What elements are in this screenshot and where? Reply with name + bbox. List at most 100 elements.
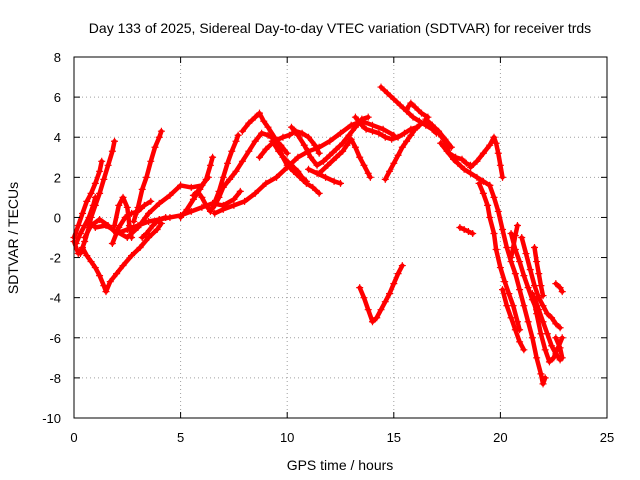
series-line (257, 128, 322, 160)
plus-point (486, 181, 494, 189)
plus-point (490, 193, 498, 201)
series-line (519, 235, 563, 331)
plus-point (409, 113, 417, 121)
plus-point (552, 320, 560, 328)
plus-point (230, 201, 238, 209)
plus-point (128, 234, 136, 241)
series-line (191, 130, 290, 214)
plus-point (74, 221, 82, 229)
plus-point (550, 354, 558, 362)
plus-point (531, 244, 539, 252)
plus-point (533, 310, 541, 318)
plus-point (302, 177, 310, 185)
plus-point (343, 141, 351, 149)
plus-point (255, 109, 263, 117)
plus-point (499, 225, 507, 233)
plus-point (155, 133, 163, 141)
plus-point (98, 157, 106, 165)
plus-point (332, 153, 340, 161)
plus-point (108, 240, 116, 248)
plus-point (347, 135, 355, 143)
plus-point (294, 167, 302, 175)
plus-point (307, 153, 315, 161)
plus-point (373, 314, 381, 322)
plus-point (345, 131, 353, 139)
plus-point (375, 129, 383, 137)
plus-point (96, 167, 104, 175)
series-arc-37 (531, 244, 547, 300)
plus-point (443, 147, 451, 155)
plus-point (543, 310, 551, 318)
plus-point (552, 280, 560, 288)
plus-point (511, 326, 519, 334)
series-arc-39 (552, 280, 566, 296)
plus-point (309, 183, 317, 191)
plus-point (368, 121, 376, 129)
plus-point (507, 254, 515, 262)
plus-point (149, 221, 157, 229)
plus-point (541, 374, 549, 382)
series-arc-13 (209, 131, 242, 211)
plus-point (437, 139, 445, 147)
plus-point (407, 131, 415, 139)
plus-point (351, 123, 359, 131)
plus-point (91, 179, 99, 187)
plus-point (368, 127, 376, 135)
plus-point (285, 131, 293, 139)
plus-point (484, 201, 492, 209)
plus-point (76, 250, 84, 258)
plus-point (104, 161, 112, 169)
plus-point (87, 221, 95, 229)
plus-point (398, 143, 406, 151)
plus-point (145, 209, 153, 217)
plus-point (490, 229, 498, 237)
plus-point (202, 201, 210, 209)
y-tick-label: -2 (49, 251, 61, 266)
y-tick-label: 2 (54, 170, 61, 185)
plus-point (241, 197, 249, 205)
plus-point (377, 83, 385, 91)
y-tick-label: -10 (42, 411, 61, 426)
plus-point (287, 123, 295, 131)
series-arc-6 (91, 173, 212, 241)
series-arc-7 (111, 193, 136, 241)
plus-point (187, 207, 195, 215)
plus-point (108, 147, 116, 155)
plus-point (87, 258, 95, 266)
plus-point (548, 342, 556, 350)
plus-point (520, 272, 528, 280)
plus-point (494, 149, 502, 157)
plus-point (462, 159, 470, 167)
plus-point (125, 221, 133, 229)
plus-point (522, 250, 530, 258)
plus-point (377, 306, 385, 314)
x-tick-label: 5 (177, 430, 184, 445)
chart-title: Day 133 of 2025, Sidereal Day-to-day VTE… (89, 20, 591, 36)
plus-point (520, 346, 528, 354)
plus-point (91, 223, 99, 231)
plus-point (236, 187, 244, 195)
series-arc-17 (268, 137, 310, 185)
plus-point (183, 205, 191, 213)
series-arc-38 (552, 334, 566, 362)
plus-point (364, 306, 372, 314)
plus-point (356, 284, 364, 292)
plus-point (400, 129, 408, 137)
y-tick-label: -8 (49, 371, 61, 386)
plus-point (130, 217, 138, 225)
y-tick-label: 8 (54, 50, 61, 65)
series-line (476, 181, 522, 333)
plus-point (386, 167, 394, 175)
x-axis-label: GPS time / hours (287, 457, 394, 473)
plus-point (111, 221, 119, 229)
plus-point (381, 298, 389, 306)
plus-point (548, 314, 556, 322)
plus-point (456, 223, 464, 231)
y-axis-label: SDTVAR / TECUs (5, 182, 21, 294)
plus-point (219, 173, 227, 181)
plus-point (102, 221, 110, 229)
plus-point (264, 131, 272, 139)
plus-point (552, 334, 560, 342)
plus-point (215, 187, 223, 195)
plus-point (556, 284, 564, 292)
